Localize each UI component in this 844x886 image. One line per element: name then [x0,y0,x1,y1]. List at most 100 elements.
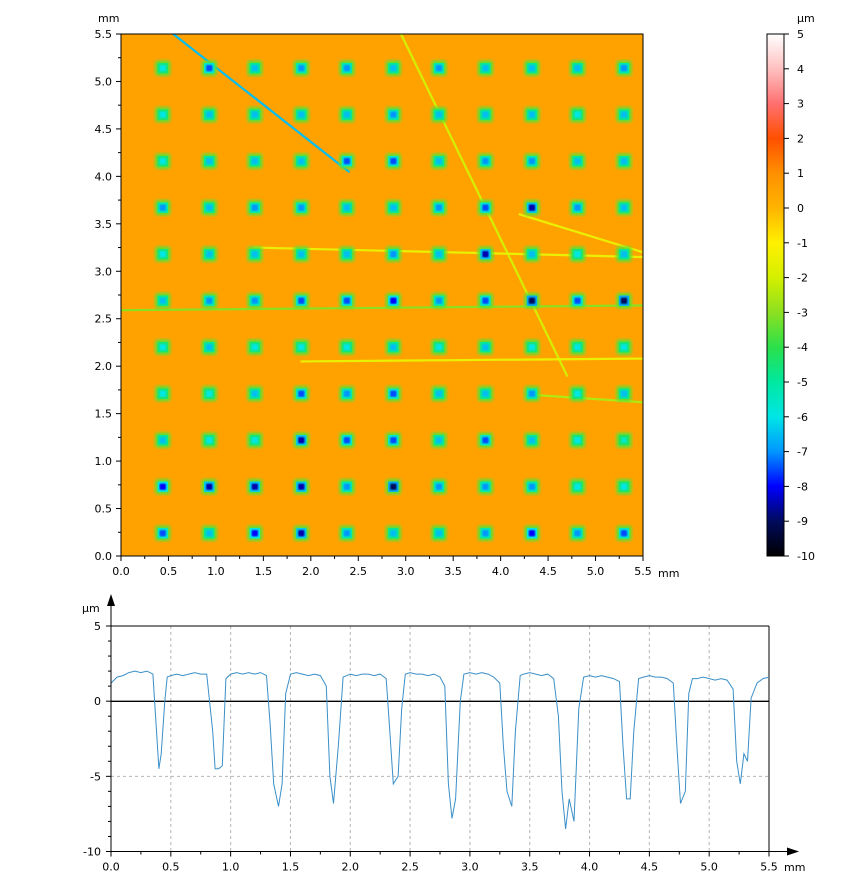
pit-r10-c2 [201,106,217,123]
pit-r3-c4 [293,432,310,448]
height-map-y-tick: 3.0 [95,265,113,278]
height-map-y-tick: 1.0 [95,455,113,468]
height-map-x-tick: 1.5 [255,565,273,578]
profile-x-tick: 3.0 [461,861,479,874]
pit-r4-c9 [524,385,540,402]
height-map-y-tick: 2.5 [95,313,113,326]
pit-r9-c6 [385,153,402,169]
pit-r3-c9 [524,432,540,448]
height-map-y-tick: 4.5 [95,123,113,136]
pit-r1-c6 [385,525,402,541]
pit-r1-c9 [524,525,540,541]
pit-r8-c1 [155,199,171,216]
profile-y-tick: -5 [90,770,101,783]
profile-y-tick: -10 [83,846,101,859]
pit-r9-c1 [155,153,171,169]
profile-x-tick: 1.5 [282,861,300,874]
pit-r9-c11 [616,153,632,169]
colorbar: 5 4 3 2 1 0 -1 -2 -3 -4 -5 -6 -7 -8 -9 -10 µm [766,12,815,563]
pit-r9-c7 [431,153,447,169]
pit-r7-c9 [524,246,540,262]
colorbar-tick: -8 [797,480,808,493]
pit-r2-c1 [155,478,171,495]
height-map-y-tick: 5.0 [95,75,113,88]
pit-r9-c4 [293,153,310,169]
profile-x-tick: 3.5 [521,861,539,874]
colorbar-tick: -10 [797,550,815,563]
profile-x-unit: mm [784,861,805,874]
height-map-y-tick: 5.5 [95,28,113,41]
pit-r7-c10 [569,246,586,262]
pit-r4-c3 [247,385,263,402]
pit-r2-c9 [524,478,540,495]
height-map-x-tick: 0.5 [160,565,178,578]
pit-r3-c5 [339,432,355,448]
height-map-y-tick: 4.0 [95,170,113,183]
pit-r6-c8 [477,292,494,309]
pit-r9-c8 [477,153,494,169]
profile-x-tick: 4.0 [581,861,599,874]
pit-r6-c7 [431,292,447,309]
profile-y-tick: 0 [94,695,101,708]
pit-r6-c2 [201,292,217,309]
pit-r3-c7 [431,432,447,448]
height-map-x-tick: 3.0 [397,565,415,578]
height-map-x-tick: 3.5 [444,565,462,578]
pit-r9-c2 [201,153,217,169]
profile-series-line [111,670,769,830]
pit-r2-c6 [385,478,402,495]
pit-r7-c6 [385,246,402,262]
pit-r3-c1 [155,432,171,448]
colorbar-tick: -1 [797,237,808,250]
pit-r7-c8 [477,246,494,262]
colorbar-tick: -3 [797,306,808,319]
pit-r8-c2 [201,199,217,216]
height-map-x-tick: 2.0 [302,565,320,578]
scratch-1 [172,34,350,173]
pit-r8-c9 [524,199,540,216]
pit-r3-c10 [569,432,586,448]
profile-x-tick: 2.0 [342,861,360,874]
pit-r11-c9 [524,60,540,76]
pit-r4-c4 [293,385,310,402]
pit-r1-c8 [477,525,494,541]
pit-r11-c10 [569,60,586,76]
pit-r2-c11 [616,478,632,495]
pit-r5-c3 [247,339,263,355]
profile-x-tick: 4.5 [641,861,659,874]
pit-r7-c7 [431,246,447,262]
pit-r8-c5 [339,199,355,216]
pit-r4-c7 [431,385,447,402]
pit-r10-c4 [293,106,310,123]
pit-r2-c2 [201,478,217,495]
profile-y-tick: 5 [94,620,101,633]
colorbar-tick: 2 [797,132,804,145]
pit-r1-c1 [155,525,171,541]
height-map-x-unit: mm [658,567,679,580]
pit-r11-c3 [247,60,263,76]
pit-r6-c11 [616,292,632,309]
pit-r8-c3 [247,199,263,216]
height-map-y-tick: 2.0 [95,360,113,373]
pit-r11-c6 [385,60,402,76]
colorbar-unit: µm [797,12,815,25]
pit-r11-c5 [339,60,355,76]
pit-r6-c9 [524,292,540,309]
profile-grid [111,625,770,852]
profile-x-tick: 0.0 [102,861,120,874]
pit-r6-c4 [293,292,310,309]
pit-r8-c8 [477,199,494,216]
pit-r10-c3 [247,106,263,123]
pit-r3-c6 [385,432,402,448]
pit-r8-c11 [616,199,632,216]
height-map-x-tick: 5.0 [587,565,605,578]
height-map-x-tick: 1.0 [207,565,225,578]
pit-r5-c5 [339,339,355,355]
height-map-x-tick: 5.5 [634,565,652,578]
pit-r9-c9 [524,153,540,169]
pit-r5-c6 [385,339,402,355]
profile-x-tick: 5.5 [760,861,778,874]
pit-r10-c9 [524,106,540,123]
pit-r10-c11 [616,106,632,123]
